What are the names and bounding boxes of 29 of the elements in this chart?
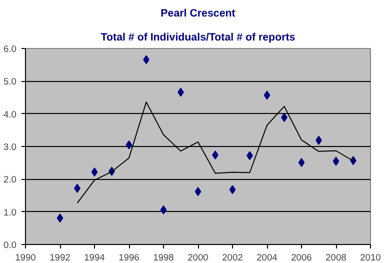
y-tick-label: 3.0 bbox=[4, 142, 16, 152]
x-tick-label: 1990 bbox=[15, 252, 36, 262]
y-tick-label: 4.0 bbox=[4, 109, 16, 120]
x-tick-label: 2004 bbox=[256, 252, 278, 262]
x-tick-label: 2008 bbox=[326, 252, 346, 262]
point bbox=[160, 205, 167, 214]
y-tick-label: 5.0 bbox=[4, 76, 16, 87]
x-tick-label: 2002 bbox=[222, 252, 243, 262]
chart-title: Pearl Crescent bbox=[160, 8, 236, 20]
point bbox=[298, 158, 305, 168]
point bbox=[194, 187, 202, 196]
point bbox=[332, 156, 340, 166]
point bbox=[229, 185, 236, 194]
point bbox=[91, 167, 98, 176]
point bbox=[264, 90, 270, 100]
point bbox=[56, 214, 64, 223]
x-tick-label: 2006 bbox=[291, 252, 312, 262]
y-tick-label: 1.0 bbox=[4, 207, 16, 218]
x-tick-label: 1998 bbox=[153, 252, 174, 262]
x-tick-label: 1994 bbox=[84, 252, 105, 262]
x-tick-label: 1992 bbox=[50, 252, 70, 262]
point bbox=[126, 140, 132, 150]
x-tick-label: 2010 bbox=[360, 252, 381, 262]
y-tick-label: 6.0 bbox=[4, 44, 16, 54]
y-tick-label: 0.0 bbox=[4, 240, 16, 250]
x-tick-label: 1996 bbox=[118, 252, 140, 262]
y-tick-label: 2.0 bbox=[4, 174, 16, 185]
x-tick-label: 2000 bbox=[188, 252, 208, 262]
chart-subtitle: Total # of Individuals/Total # of reports bbox=[100, 32, 296, 44]
